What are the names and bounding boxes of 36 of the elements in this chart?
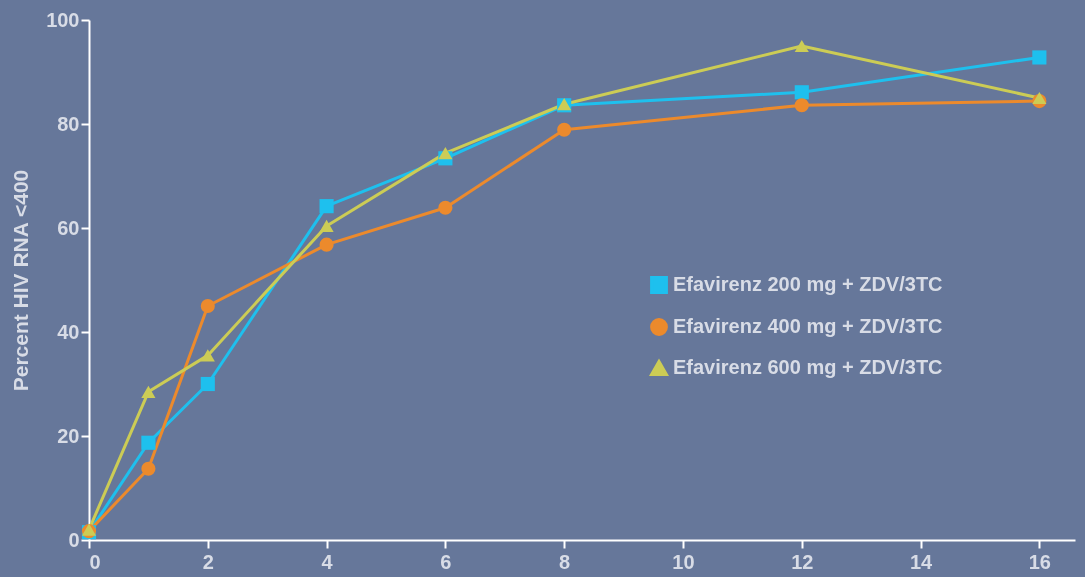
point (141, 461, 156, 476)
point (438, 147, 453, 160)
y-tick-label: 100 (46, 8, 80, 31)
point (200, 298, 215, 314)
point (794, 39, 809, 53)
x-tick-label: 10 (672, 550, 695, 573)
point (319, 219, 334, 233)
y-tick-label: 80 (57, 112, 80, 135)
y-tick-label: 20 (57, 424, 80, 447)
point (200, 349, 215, 362)
point (319, 237, 334, 252)
y-tick-label: 60 (57, 216, 80, 239)
point (141, 435, 156, 450)
x-tick-label: 14 (909, 550, 934, 573)
x-tick-label: 4 (321, 550, 334, 573)
point (1032, 50, 1047, 65)
x-tick-label: 16 (1028, 550, 1051, 573)
point (794, 85, 809, 100)
x-tick-label: 0 (89, 550, 101, 573)
legend-label: Efavirenz 600 mg + ZDV/3TC (673, 356, 943, 378)
legend-label: Efavirenz 400 mg + ZDV/3TC (673, 315, 943, 337)
legend-label: Efavirenz 200 mg + ZDV/3TC (673, 273, 943, 295)
x-tick-label: 2 (202, 550, 214, 573)
y-axis-title: Percent HIV RNA <400 (9, 169, 33, 392)
y-tick-label: 40 (57, 320, 80, 343)
point (1032, 91, 1047, 105)
point (319, 199, 334, 214)
x-tick-label: 6 (440, 550, 452, 573)
point (794, 98, 809, 113)
point (438, 200, 453, 215)
x-tick-label: 12 (791, 550, 814, 573)
point (557, 122, 572, 137)
point (200, 376, 215, 392)
x-tick-label: 8 (559, 550, 571, 573)
y-tick-label: 0 (68, 528, 80, 551)
point (141, 385, 156, 398)
